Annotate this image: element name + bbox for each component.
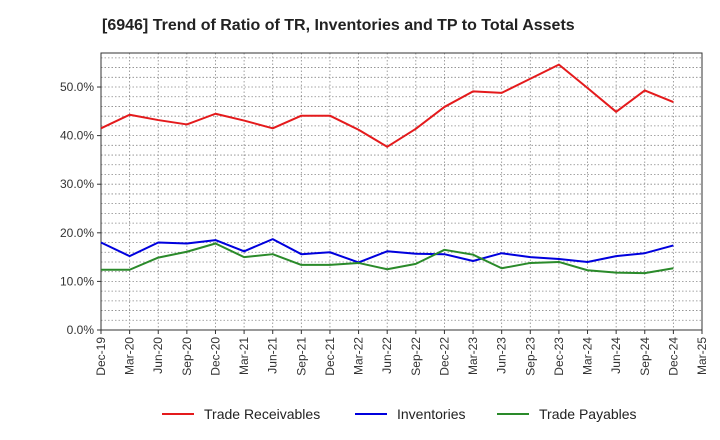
legend: Trade Receivables Inventories Trade Payabl…	[162, 406, 637, 422]
axes: 0.0% 10.0% 20.0% 30.0% 40.0% 50.0% Dec-19 Mar-2…	[60, 52, 709, 376]
x-tick-label: Jun-21	[266, 337, 280, 374]
y-tick-label: 0.0%	[67, 323, 95, 337]
x-tick-label: Dec-22	[437, 337, 451, 376]
y-tick-label: 40.0%	[60, 129, 94, 143]
legend-label-trade-receivables: Trade Receivables	[204, 406, 320, 422]
y-tick-label: 20.0%	[60, 226, 94, 240]
series-line-trade-payables	[101, 242, 674, 275]
x-tick-label: Sep-21	[294, 337, 308, 376]
x-tick-label: Sep-22	[409, 337, 423, 376]
x-tick-label: Jun-24	[609, 337, 623, 374]
x-tick-label: Dec-19	[94, 337, 108, 376]
x-tick-label: Sep-23	[523, 337, 537, 376]
series-line-inventories	[100, 238, 674, 264]
x-tick-label: Mar-24	[581, 337, 595, 375]
series-lines	[100, 63, 674, 275]
legend-label-trade-payables: Trade Payables	[539, 406, 637, 422]
x-tick-label: Jun-23	[495, 337, 509, 374]
y-tick-label: 50.0%	[60, 80, 94, 94]
x-tick-label: Dec-20	[208, 337, 222, 376]
x-tick-label: Mar-22	[352, 337, 366, 375]
x-tick-label: Mar-21	[237, 337, 251, 375]
series-line-trade-receivables	[100, 63, 674, 148]
y-tick-label: 10.0%	[60, 274, 94, 288]
y-tick-label: 30.0%	[60, 177, 94, 191]
x-tick-label: Mar-25	[695, 337, 709, 375]
x-tick-label: Mar-20	[123, 337, 137, 375]
plot-frame	[100, 52, 703, 331]
x-tick-label: Jun-22	[380, 337, 394, 374]
x-tick-label: Dec-24	[666, 337, 680, 376]
x-tick-label: Dec-21	[323, 337, 337, 376]
legend-label-inventories: Inventories	[397, 406, 465, 422]
x-tick-label: Mar-23	[466, 337, 480, 375]
x-tick-label: Jun-20	[151, 337, 165, 374]
x-tick-label: Sep-24	[638, 337, 652, 376]
grid	[100, 53, 703, 331]
chart-title: [6946] Trend of Ratio of TR, Inventories…	[102, 17, 575, 34]
x-tick-label: Sep-20	[180, 337, 194, 376]
x-tick-label: Dec-23	[552, 337, 566, 376]
